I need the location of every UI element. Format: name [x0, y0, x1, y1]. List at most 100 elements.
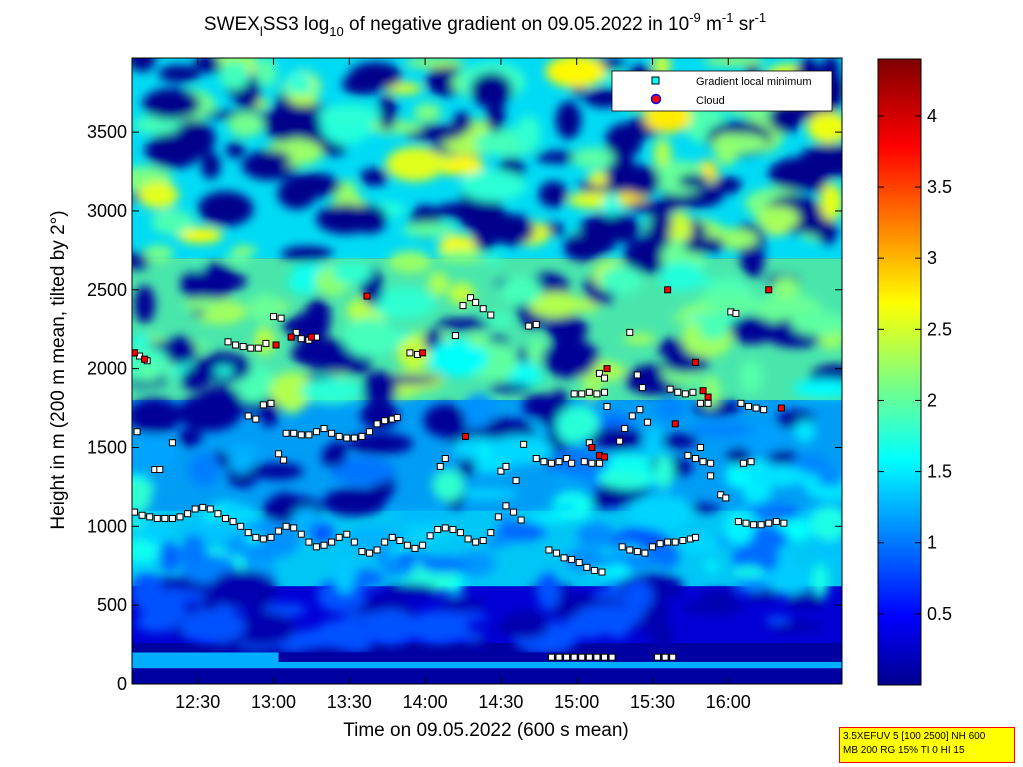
field-cell [623, 580, 653, 612]
legend-box [611, 70, 833, 112]
field-cell [436, 318, 490, 330]
field-cell [714, 133, 739, 166]
gradient-minimum-marker [132, 508, 139, 516]
cloud-marker [272, 341, 280, 349]
gradient-minimum-marker [765, 519, 773, 527]
field-cell [405, 58, 466, 68]
field-cell [496, 522, 547, 541]
field-cell [750, 501, 791, 515]
field-cell [402, 222, 457, 238]
gradient-minimum-marker [292, 328, 300, 336]
colorbar-tick-label: 1.5 [927, 462, 952, 482]
field-cell [357, 620, 414, 641]
title-unit-m: m [701, 14, 722, 35]
gradient-minimum-marker [244, 529, 252, 537]
gradient-minimum-marker [335, 533, 343, 541]
gradient-minimum-marker [312, 428, 320, 436]
field-cell [228, 446, 255, 474]
gradient-minimum-marker [411, 544, 419, 552]
gradient-minimum-marker [547, 459, 555, 467]
field-cell [740, 239, 765, 279]
plot-frame [131, 57, 843, 685]
gradient-minimum-marker [621, 425, 629, 433]
gradient-minimum-marker [497, 467, 505, 475]
gradient-minimum-marker [214, 510, 222, 518]
field-cell [438, 598, 487, 611]
field-cell [141, 595, 187, 626]
gradient-minimum-marker [525, 322, 533, 330]
gradient-minimum-marker [459, 302, 467, 310]
field-cell [247, 149, 291, 168]
field-cell [486, 102, 506, 133]
field-cell [322, 487, 386, 517]
gradient-minimum-marker [282, 429, 290, 437]
marker-layer [132, 286, 788, 661]
gradient-minimum-marker [305, 538, 313, 546]
gradient-minimum-marker [691, 455, 699, 463]
field-cell [698, 312, 729, 341]
gradient-minimum-marker [350, 538, 358, 546]
title-sub-10: 10 [329, 24, 343, 39]
gradient-minimum-marker [259, 401, 267, 409]
gradient-minimum-marker [681, 390, 689, 398]
gradient-minimum-marker [467, 294, 475, 302]
gradient-minimum-marker [661, 653, 669, 661]
gradient-minimum-marker [633, 548, 641, 556]
field-cell [627, 494, 694, 530]
gradient-minimum-marker [707, 472, 715, 480]
gradient-minimum-marker [305, 431, 313, 439]
field-cell [545, 314, 588, 344]
field-cell [158, 65, 201, 83]
gradient-minimum-marker [585, 653, 593, 661]
gradient-minimum-marker [262, 339, 270, 347]
gradient-minimum-marker [540, 458, 548, 466]
x-tick-label: 13:30 [327, 692, 372, 712]
field-cell [370, 287, 436, 319]
gradient-minimum-marker [335, 432, 343, 440]
gradient-minimum-marker [616, 437, 624, 445]
legend-label-cloud: Cloud [696, 95, 725, 107]
colorbar-tick-label: 3 [927, 248, 937, 268]
gradient-minimum-marker [161, 514, 169, 522]
gradient-minimum-marker [436, 462, 444, 470]
cloud-marker [141, 355, 149, 363]
gradient-minimum-marker [737, 399, 745, 407]
field-cell [456, 551, 496, 577]
cloud-marker [765, 286, 773, 294]
gradient-minimum-marker [780, 519, 788, 527]
field-cell [181, 366, 209, 391]
field-cell [423, 404, 467, 438]
gradient-minimum-marker [699, 458, 707, 466]
gradient-minimum-marker [239, 343, 247, 351]
gradient-minimum-marker [626, 328, 634, 336]
field-cell [703, 558, 720, 574]
field-cell [138, 363, 160, 382]
field-cell [627, 200, 681, 214]
y-axis-title: Height in m (200 m mean, tilted by 2°) [48, 210, 69, 529]
gradient-minimum-marker [290, 524, 298, 532]
field-cell [643, 424, 665, 463]
field-cell [255, 58, 278, 87]
field-cell [538, 181, 568, 208]
field-cell [677, 174, 709, 189]
cloud-marker [671, 420, 679, 428]
field-cell [681, 601, 747, 614]
field-cell [397, 336, 431, 370]
field-cell [394, 551, 418, 565]
field-cell [724, 462, 753, 489]
gradient-minimum-marker [568, 555, 576, 563]
gradient-minimum-marker [570, 390, 578, 398]
field-cell [263, 104, 302, 142]
gradient-minimum-marker [229, 518, 237, 526]
field-cell [659, 261, 704, 291]
cloud-marker [132, 349, 139, 357]
field-cell [427, 271, 450, 296]
field-cell [651, 620, 674, 653]
gradient-minimum-marker [494, 513, 502, 521]
field-cell [534, 151, 583, 164]
title-prefix: SWEX [204, 14, 260, 35]
field-cell [305, 297, 331, 334]
gradient-minimum-marker [280, 456, 288, 464]
gradient-minimum-marker [598, 568, 606, 576]
cloud-marker [419, 349, 427, 357]
